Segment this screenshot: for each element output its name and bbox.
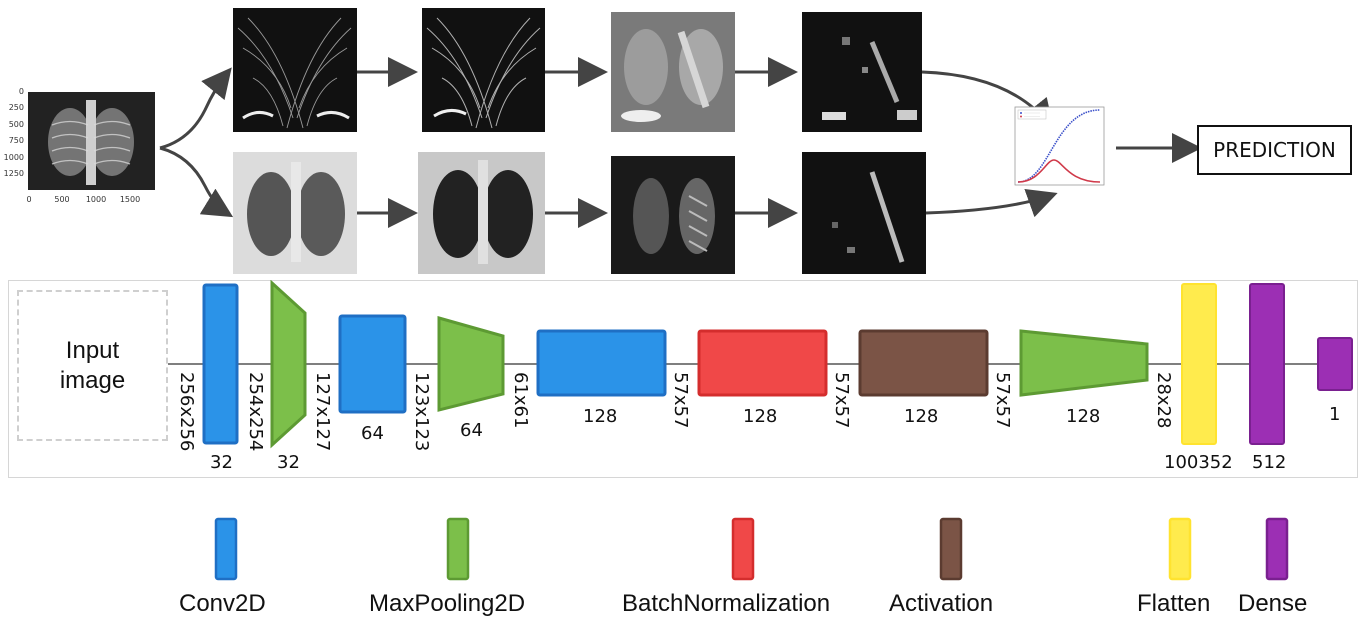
y-tick: 750 (9, 136, 24, 145)
source-xray-plot: 0 250 500 750 1000 1250 0 500 1000 1500 (4, 87, 155, 204)
y-tick: 500 (9, 120, 24, 129)
filters-label: 64 (460, 420, 483, 441)
dimension-label: 127x127 (312, 372, 333, 452)
filters-label: 1 (1329, 404, 1341, 425)
feature-map-blur-1 (611, 12, 735, 132)
dimension-label: 254x254 (245, 372, 266, 452)
x-tick: 1500 (120, 195, 140, 204)
dimension-label: 57x57 (992, 372, 1013, 429)
dimension-label: 57x57 (670, 372, 691, 429)
layer-dense-1 (1317, 337, 1353, 391)
filters-label: 128 (583, 406, 618, 427)
legend-swatch-conv2d (214, 517, 238, 581)
layer-batchnorm (697, 329, 828, 397)
filters-label: 64 (361, 423, 384, 444)
legend-swatch-maxpool (446, 517, 470, 581)
input-label-line2: image (59, 366, 126, 394)
legend-label-conv2d: Conv2D (179, 590, 266, 617)
layer-activation (858, 329, 989, 397)
feature-map-pooled-2 (802, 152, 926, 274)
feature-map-smooth-2 (418, 152, 545, 274)
y-tick: 1250 (4, 169, 24, 178)
filters-label: 128 (743, 406, 778, 427)
feature-map-smooth-1 (233, 152, 357, 274)
filters-label: 128 (1066, 406, 1101, 427)
dimension-label: 123x123 (411, 372, 432, 452)
y-tick: 1000 (4, 153, 24, 162)
dimension-label: 28x28 (1153, 372, 1174, 429)
legend-label-maxpool: MaxPooling2D (369, 590, 526, 617)
sigmoid-plot-icon (1014, 106, 1105, 186)
feature-map-pooled-1 (802, 12, 922, 132)
y-tick: 250 (9, 103, 24, 112)
input-image-placeholder: Input image (17, 290, 168, 441)
y-tick: 0 (19, 87, 24, 96)
legend-label-dense: Dense (1238, 590, 1308, 617)
prediction-box: PREDICTION (1197, 125, 1352, 175)
feature-map-edge-1 (233, 8, 357, 132)
filters-label: 32 (210, 452, 233, 473)
legend-swatch-dense (1265, 517, 1289, 581)
layer-conv2d-3 (536, 329, 667, 397)
dimension-label: 61x61 (510, 372, 531, 429)
feature-map-dark-1 (611, 156, 735, 274)
layer-dense-512 (1249, 283, 1285, 445)
layer-conv2d-2 (338, 314, 407, 414)
layer-maxpool-1 (270, 280, 307, 449)
filters-label: 32 (277, 452, 300, 473)
dimension-label: 256x256 (176, 372, 197, 452)
legend-swatches (214, 517, 1289, 581)
feature-map-edge-2 (422, 8, 545, 132)
legend-label-activation: Activation (889, 590, 994, 617)
x-tick: 0 (26, 195, 31, 204)
layer-shapes (168, 280, 1353, 449)
legend-swatch-batchnorm (731, 517, 755, 581)
input-label-line1: Input (65, 336, 120, 364)
filters-label: 100352 (1164, 452, 1233, 473)
layer-conv2d-1 (202, 283, 239, 445)
layer-flatten (1181, 283, 1217, 445)
layer-maxpool-3 (1019, 329, 1149, 397)
legend-label-flatten: Flatten (1137, 590, 1211, 617)
x-tick: 500 (54, 195, 69, 204)
dimension-label: 57x57 (831, 372, 852, 429)
filters-label: 128 (904, 406, 939, 427)
architecture-panel (8, 280, 1358, 478)
legend-label-batchnorm: BatchNormalization (622, 590, 831, 617)
legend-swatch-flatten (1168, 517, 1192, 581)
legend-swatch-activation (939, 517, 963, 581)
x-tick: 1000 (86, 195, 106, 204)
filters-label: 512 (1252, 452, 1287, 473)
layer-maxpool-2 (437, 316, 505, 412)
